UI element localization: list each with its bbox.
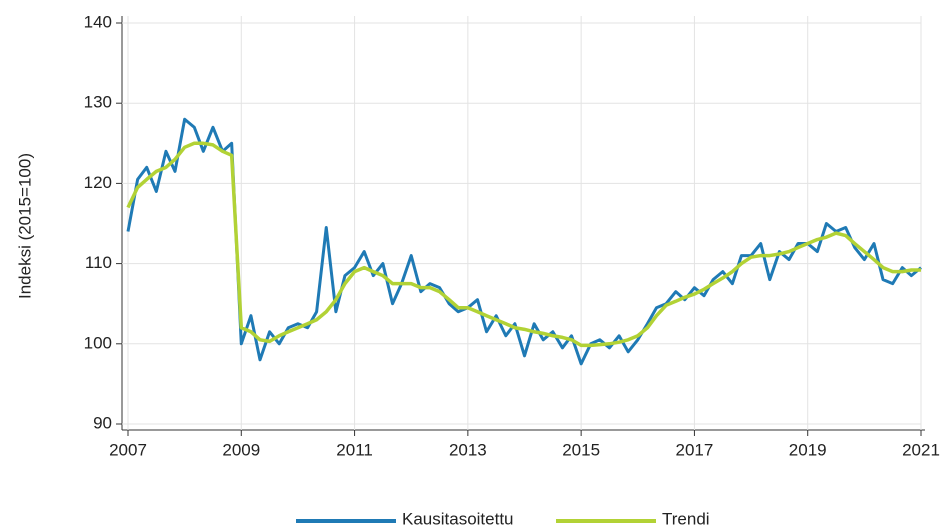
y-tick-label: 140 (84, 12, 112, 31)
x-tick-label: 2011 (336, 440, 373, 459)
legend-label: Kausitasoitettu (402, 509, 514, 528)
x-tick-label: 2007 (109, 440, 147, 459)
x-tick-label: 2009 (222, 440, 260, 459)
x-tick-label: 2021 (902, 440, 940, 459)
y-axis-label: Indeksi (2015=100) (15, 153, 34, 299)
y-tick-label: 130 (84, 93, 112, 112)
x-tick-label: 2015 (562, 440, 600, 459)
x-tick-label: 2019 (789, 440, 827, 459)
x-tick-label: 2017 (676, 440, 714, 459)
series-line (126, 141, 921, 348)
y-tick-label: 110 (85, 253, 112, 272)
y-tick-label: 120 (84, 173, 112, 192)
series-line (126, 117, 922, 366)
y-tick-label: 90 (93, 413, 112, 432)
x-tick-label: 2013 (449, 440, 487, 459)
y-tick-label: 100 (84, 333, 112, 352)
legend-label: Trendi (662, 509, 710, 528)
